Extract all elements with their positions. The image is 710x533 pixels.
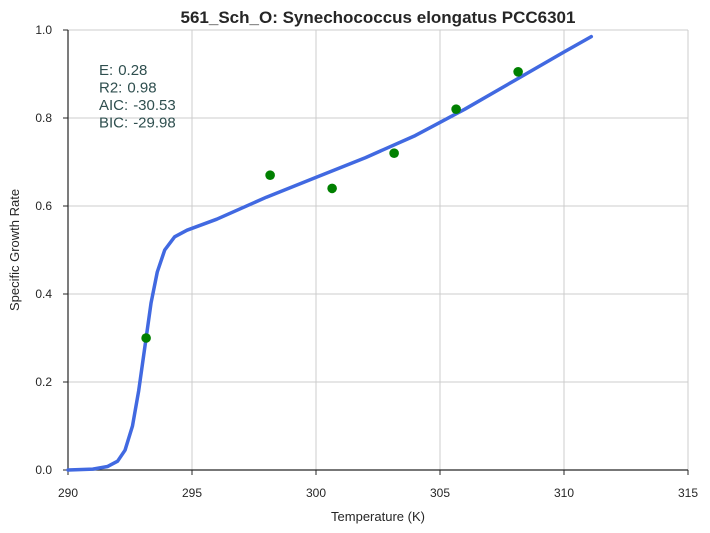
data-point xyxy=(389,148,399,158)
y-axis-label: Specific Growth Rate xyxy=(7,189,22,311)
y-tick-label: 0.2 xyxy=(35,375,52,389)
x-axis-label: Temperature (K) xyxy=(331,509,425,524)
fit-stat: E: 0.28 xyxy=(99,62,147,79)
x-tick-label: 295 xyxy=(182,486,202,500)
axes xyxy=(67,30,688,471)
x-tick-label: 290 xyxy=(58,486,78,500)
fit-stat-value: 0.98 xyxy=(127,80,156,97)
y-tick-label: 0.4 xyxy=(35,287,52,301)
data-point xyxy=(327,183,337,194)
fit-stat: AIC: -30.53 xyxy=(99,97,176,114)
fit-stat-value: -29.98 xyxy=(133,115,176,132)
fit-stat-label: AIC: xyxy=(99,97,128,114)
x-tick-label: 315 xyxy=(678,486,698,500)
fit-stat-label: BIC: xyxy=(99,115,128,132)
y-tick-label: 1.0 xyxy=(35,23,52,37)
data-point xyxy=(265,170,275,180)
fit-stat: R2: 0.98 xyxy=(99,80,157,97)
data-point xyxy=(141,333,151,343)
y-tick-label: 0.8 xyxy=(35,111,52,125)
fit-stat: BIC: -29.98 xyxy=(99,115,176,132)
data-point xyxy=(451,104,461,114)
fit-stat-label: E: xyxy=(99,62,113,79)
y-tick-label: 0.6 xyxy=(35,199,52,213)
x-tick-label: 300 xyxy=(306,486,326,500)
y-axis-ticks: 0.0 0.2 0.4 0.6 0.8 1.0 xyxy=(35,23,68,477)
grid xyxy=(68,29,689,470)
fit-stat-value: -30.53 xyxy=(133,97,176,114)
chart-title: 561_Sch_O: Synechococcus elongatus PCC63… xyxy=(181,8,576,27)
data-points xyxy=(141,67,523,343)
data-point xyxy=(513,67,523,77)
fit-stat-value: 0.28 xyxy=(118,62,147,79)
x-tick-label: 310 xyxy=(554,486,574,500)
fitted-curve-line xyxy=(66,34,594,472)
y-tick-label: 0.0 xyxy=(35,463,52,477)
x-axis-ticks: 290 295 300 305 310 315 xyxy=(58,470,698,500)
fit-stat-label: R2: xyxy=(99,80,122,97)
fitted-curve xyxy=(66,34,594,472)
x-tick-label: 305 xyxy=(430,486,450,500)
